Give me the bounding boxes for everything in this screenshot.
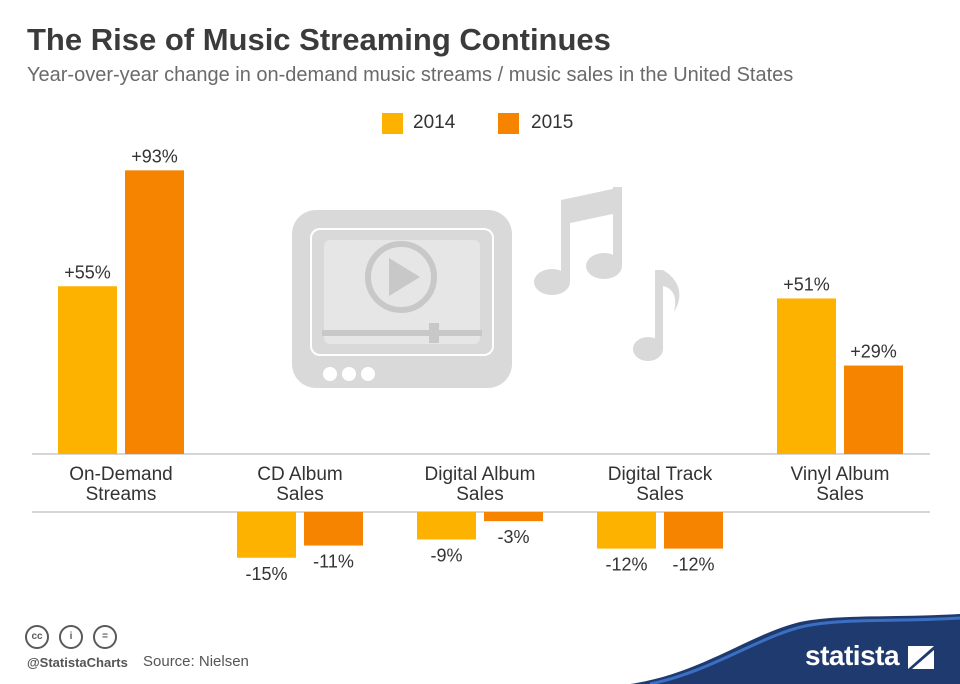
bar-vinyl-album-sales-2014 <box>777 298 836 454</box>
value-label-digital-track-sales-2015: -12% <box>672 555 714 575</box>
no-derivatives-icon: = <box>93 625 117 649</box>
bar-digital-track-sales-2015 <box>664 512 723 549</box>
value-label-on-demand-streams-2015: +93% <box>131 146 178 166</box>
category-label-cd-album-sales-line2: Sales <box>276 484 324 505</box>
bar-on-demand-streams-2014 <box>58 286 117 454</box>
category-label-digital-album-sales-line1: Digital Album <box>425 464 536 485</box>
bars-layer <box>58 170 903 558</box>
legend-swatch-2014 <box>382 113 403 134</box>
source-note: Source: Nielsen <box>143 653 249 670</box>
music-note-icon <box>534 187 680 361</box>
value-label-cd-album-sales-2014: -15% <box>245 564 287 584</box>
legend-label-2014: 2014 <box>413 112 456 133</box>
category-label-cd-album-sales-line1: CD Album <box>257 464 343 485</box>
value-label-digital-track-sales-2014: -12% <box>605 555 647 575</box>
bar-digital-track-sales-2014 <box>597 512 656 549</box>
value-label-on-demand-streams-2014: +55% <box>64 262 111 282</box>
brand-band <box>630 614 960 684</box>
video-player-icon <box>292 210 512 388</box>
value-labels-layer: +55% +93% -15% -11% -9% -3% -12% -12% +51% +29% <box>64 146 897 583</box>
value-label-cd-album-sales-2015: -11% <box>313 552 354 572</box>
statista-logo-icon <box>908 646 934 669</box>
chart-title: The Rise of Music Streaming Continues <box>27 22 611 57</box>
legend-swatch-2015 <box>498 113 519 134</box>
chart-subtitle: Year-over-year change in on-demand music… <box>27 64 794 86</box>
statista-logo-text: statista <box>805 640 900 671</box>
bar-cd-album-sales-2014 <box>237 512 296 558</box>
value-label-digital-album-sales-2014: -9% <box>430 545 462 565</box>
category-label-on-demand-streams-line2: Streams <box>86 484 157 505</box>
category-label-digital-track-sales-line1: Digital Track <box>608 464 713 485</box>
legend-label-2015: 2015 <box>531 112 574 133</box>
cc-icon: cc <box>25 625 49 649</box>
footer-handle: @StatistaCharts <box>27 655 128 670</box>
attribution-icon: i <box>59 625 83 649</box>
bar-vinyl-album-sales-2015 <box>844 365 903 454</box>
value-label-digital-album-sales-2015: -3% <box>497 527 529 547</box>
category-label-digital-album-sales-line2: Sales <box>456 484 504 505</box>
category-label-vinyl-album-sales-line1: Vinyl Album <box>791 464 890 485</box>
bar-cd-album-sales-2015 <box>304 512 363 546</box>
category-label-vinyl-album-sales-line2: Sales <box>816 484 864 505</box>
value-label-vinyl-album-sales-2015: +29% <box>850 342 897 362</box>
value-label-vinyl-album-sales-2014: +51% <box>783 274 830 294</box>
category-label-on-demand-streams-line1: On-Demand <box>69 464 173 485</box>
bar-on-demand-streams-2015 <box>125 170 184 454</box>
bar-digital-album-sales-2014 <box>417 512 476 540</box>
category-label-digital-track-sales-line2: Sales <box>636 484 684 505</box>
bar-digital-album-sales-2015 <box>484 512 543 522</box>
